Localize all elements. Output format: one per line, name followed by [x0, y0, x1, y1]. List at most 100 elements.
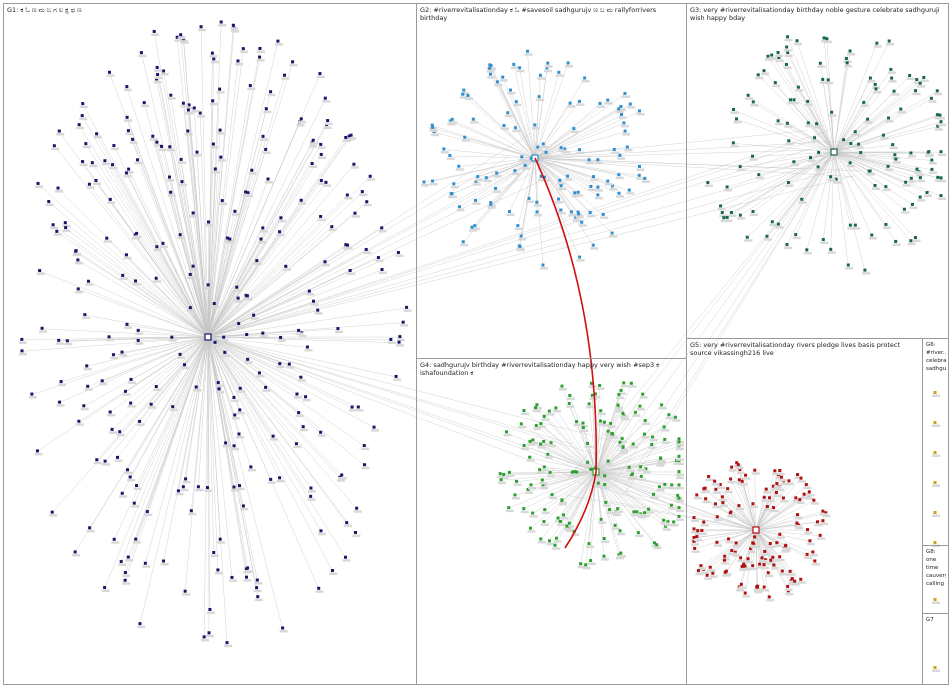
- edge: [138, 330, 209, 338]
- edge: [595, 442, 680, 473]
- node-shadow: [619, 440, 628, 443]
- edge: [74, 336, 209, 553]
- node-shadow: [180, 488, 189, 492]
- node: [627, 188, 631, 192]
- node-shadow: [56, 404, 65, 407]
- node: [622, 381, 626, 385]
- node: [77, 419, 81, 423]
- edge: [795, 151, 835, 236]
- node: [52, 144, 56, 148]
- node: [692, 536, 696, 540]
- node: [501, 75, 505, 79]
- edge: [816, 124, 835, 153]
- node-shadow: [924, 194, 933, 198]
- node-shadow: [234, 62, 243, 66]
- node-shadow: [396, 338, 405, 342]
- node: [136, 338, 140, 342]
- edge: [755, 513, 826, 531]
- node: [643, 511, 647, 515]
- node: [178, 233, 182, 237]
- edge: [39, 270, 209, 338]
- node: [169, 190, 173, 194]
- node: [535, 210, 539, 214]
- node: [892, 89, 896, 93]
- node: [237, 432, 241, 436]
- node-shadow: [668, 507, 677, 510]
- node-shadow: [132, 282, 141, 286]
- node: [909, 239, 913, 243]
- node-shadow: [537, 446, 546, 449]
- node: [909, 176, 913, 180]
- node: [738, 468, 742, 472]
- node: [108, 197, 112, 201]
- node-shadow: [541, 418, 550, 421]
- edge: [207, 334, 247, 338]
- edge: [731, 467, 757, 531]
- edge: [191, 336, 209, 512]
- node-shadow: [782, 547, 791, 550]
- node-shadow: [569, 474, 578, 477]
- edge: [833, 151, 918, 170]
- node-shadow: [665, 416, 674, 420]
- edge: [172, 336, 209, 408]
- node-shadow: [486, 70, 495, 73]
- node-shadow: [244, 361, 253, 364]
- node-shadow: [194, 154, 203, 157]
- edge: [119, 336, 209, 433]
- node-shadow: [916, 173, 925, 177]
- node-shadow: [620, 451, 629, 454]
- node: [363, 463, 367, 467]
- node: [765, 234, 769, 238]
- node: [526, 49, 530, 53]
- node-shadow: [601, 486, 610, 490]
- node: [806, 121, 810, 125]
- node: [845, 61, 849, 65]
- node: [719, 204, 723, 208]
- node-shadow: [825, 81, 834, 85]
- node-shadow: [471, 227, 480, 231]
- node-shadow: [590, 178, 599, 182]
- group-box: G2: #riverrevitalisationday ಕ ಓ #savesoi…: [416, 3, 687, 359]
- node-shadow: [629, 475, 638, 479]
- edge: [207, 336, 247, 578]
- node-shadow: [770, 488, 779, 491]
- edge: [207, 179, 269, 338]
- edge: [57, 188, 209, 338]
- node: [430, 123, 434, 127]
- node-shadow: [751, 472, 760, 475]
- node: [670, 483, 674, 487]
- node-shadow: [324, 122, 333, 126]
- node: [589, 467, 593, 471]
- node: [706, 181, 710, 185]
- edge: [534, 131, 626, 159]
- node-shadow: [307, 498, 316, 501]
- node: [216, 568, 220, 572]
- edge: [207, 336, 308, 348]
- node-shadow: [216, 390, 225, 394]
- node: [541, 142, 545, 146]
- node: [63, 221, 67, 225]
- node-shadow: [210, 60, 219, 64]
- node-shadow: [537, 77, 546, 80]
- node: [727, 537, 731, 541]
- node-shadow: [797, 581, 806, 584]
- node: [534, 406, 538, 410]
- node: [559, 184, 563, 188]
- node: [813, 559, 817, 563]
- node-shadow: [459, 96, 468, 99]
- node: [618, 153, 622, 157]
- node: [776, 222, 780, 226]
- node-shadow: [537, 425, 546, 429]
- node-shadow: [553, 540, 562, 543]
- node: [708, 565, 712, 569]
- node: [729, 510, 733, 514]
- node-shadow: [809, 553, 818, 557]
- node-shadow: [658, 406, 667, 410]
- node-shadow: [584, 464, 593, 467]
- node: [264, 385, 268, 389]
- node: [301, 425, 305, 429]
- edge: [126, 117, 209, 338]
- edge: [85, 144, 209, 338]
- node-shadow: [722, 574, 731, 577]
- node: [87, 182, 91, 186]
